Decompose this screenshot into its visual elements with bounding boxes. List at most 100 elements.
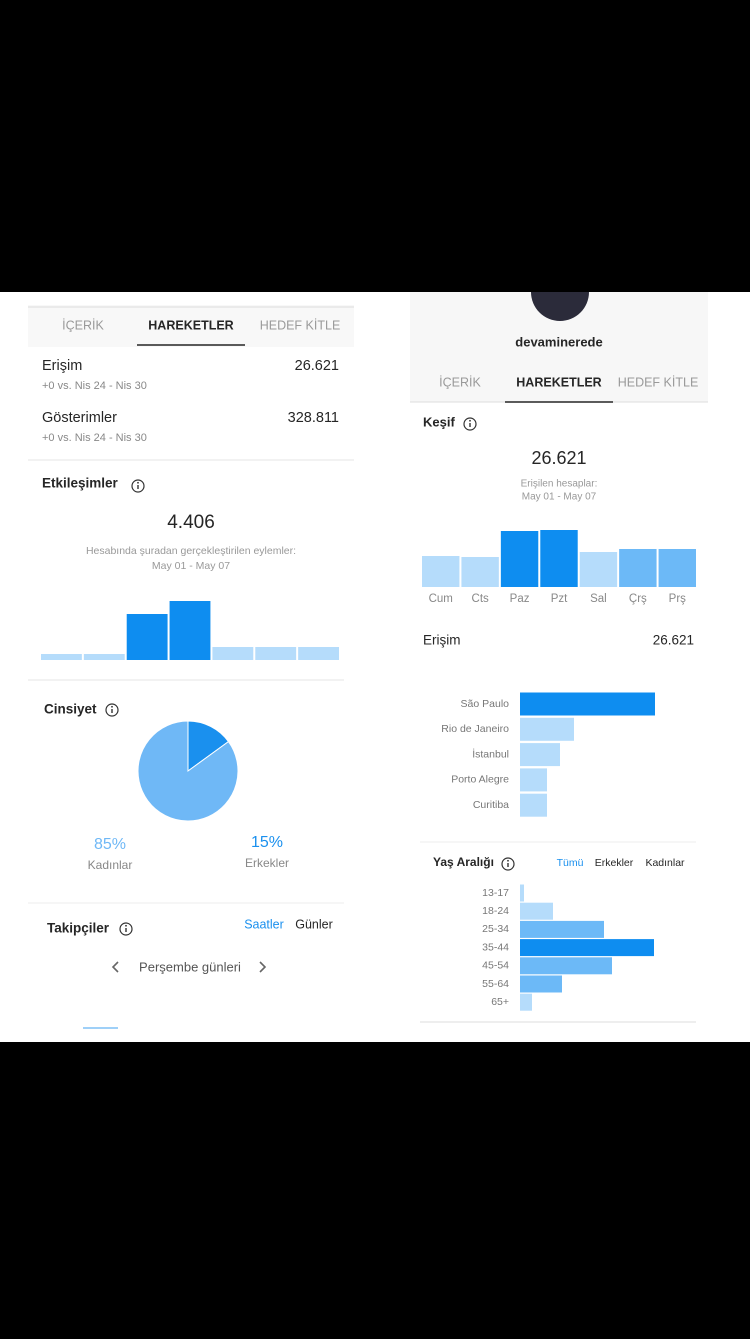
tab[interactable]: HAREKETLER (148, 318, 233, 332)
metric-label: Gösterimler (42, 410, 117, 426)
bar (520, 902, 553, 920)
x-tick-label: Cum (429, 593, 453, 605)
y-tick-label: 55-64 (482, 978, 509, 990)
frame-bottom (0, 1042, 750, 1334)
period: May 01 - May 07 (152, 560, 230, 572)
x-tick-label: Cts (472, 593, 490, 605)
info-icon (105, 703, 119, 717)
y-tick-label: 65+ (491, 996, 509, 1008)
info-icon (137, 481, 139, 484)
bar (520, 743, 560, 767)
x-tick-label: Paz (510, 593, 530, 605)
bar (520, 975, 562, 993)
section-title: Etkileşimler (42, 476, 119, 491)
x-tick-label: Sal (590, 593, 607, 605)
caption: Hesabında şuradan gerçekleştirilen eylem… (86, 545, 296, 557)
metric-value: 328.811 (288, 410, 339, 426)
bar (520, 793, 547, 817)
section-title: Keşif (423, 414, 455, 429)
section-title: Takipçiler (47, 921, 110, 936)
metric-label: Erişim (42, 358, 82, 374)
info-icon (469, 419, 471, 422)
bar (212, 647, 254, 660)
tab[interactable]: İÇERİK (62, 318, 104, 332)
info-icon (463, 417, 477, 431)
y-tick-label: 35-44 (482, 941, 509, 953)
y-tick-label: Rio de Janeiro (441, 723, 509, 735)
x-tick-label: Prş (669, 593, 687, 605)
bar (540, 530, 578, 587)
total: 26.621 (531, 448, 586, 468)
username: devaminerede (515, 334, 602, 349)
metric-comparison: +0 vs. Nis 24 - Nis 30 (42, 432, 147, 444)
bar (520, 717, 574, 741)
period: May 01 - May 07 (522, 492, 597, 503)
y-tick-label: 18-24 (482, 905, 509, 917)
y-tick-label: İstanbul (472, 747, 509, 760)
filter[interactable]: Erkekler (595, 857, 634, 869)
metric-comparison: +0 vs. Nis 24 - Nis 30 (42, 380, 147, 392)
toggle[interactable]: Günler (295, 917, 333, 931)
bar (579, 552, 618, 587)
day-label: Perşembe günleri (139, 959, 241, 974)
section-title: Cinsiyet (44, 702, 97, 717)
filter[interactable]: Kadınlar (645, 857, 685, 869)
bar (255, 647, 297, 660)
bar (500, 531, 539, 587)
bar (422, 556, 460, 587)
tab[interactable]: İÇERİK (439, 375, 481, 389)
info-icon (501, 857, 515, 871)
y-tick-label: 45-54 (482, 960, 509, 972)
frame-top (0, 0, 750, 292)
x-tick-label: Pzt (551, 593, 568, 605)
y-tick-label: Porto Alegre (451, 774, 509, 786)
bar (658, 549, 696, 587)
bar (126, 614, 168, 660)
y-tick-label: São Paulo (461, 698, 510, 710)
bar (520, 692, 655, 716)
y-tick-label: 25-34 (482, 923, 509, 935)
legend-label: Kadınlar (88, 858, 133, 872)
bar (520, 957, 612, 975)
nav-arrows[interactable] (111, 961, 267, 973)
x-tick-label: Çrş (629, 593, 647, 605)
info-icon (131, 479, 145, 493)
bar (619, 549, 657, 587)
bar (169, 601, 211, 660)
total: 4.406 (167, 512, 215, 533)
legend-label: Erkekler (245, 856, 289, 870)
tab[interactable]: HEDEF KİTLE (618, 375, 699, 389)
fade (28, 660, 354, 670)
value-label: 85% (94, 836, 126, 853)
info-icon (125, 924, 127, 927)
tab[interactable]: HEDEF KİTLE (260, 318, 341, 332)
metric-value: 26.621 (653, 633, 694, 648)
filter[interactable]: Tümü (557, 857, 584, 869)
bar (461, 557, 499, 587)
tab-bar (28, 305, 354, 347)
bar (520, 920, 604, 938)
avatar (531, 292, 589, 321)
bar (520, 884, 524, 902)
tab[interactable]: HAREKETLER (516, 375, 601, 389)
info-icon (111, 705, 113, 708)
caption: Erişilen hesaplar: (521, 479, 598, 490)
info-icon (119, 922, 133, 936)
bar (41, 654, 82, 660)
pie-slice (137, 720, 239, 822)
metric-value: 26.621 (295, 358, 339, 374)
toggle[interactable]: Saatler (244, 917, 284, 931)
bar (520, 993, 532, 1011)
y-tick-label: Curitiba (473, 799, 509, 811)
bar (83, 654, 125, 660)
bar (298, 647, 339, 660)
value-label: 15% (251, 834, 283, 851)
info-icon (507, 859, 509, 862)
bar (520, 939, 654, 957)
y-tick-label: 13-17 (482, 887, 509, 899)
bar (520, 768, 547, 792)
metric-label: Erişim (423, 633, 461, 648)
section-title: Yaş Aralığı (433, 855, 494, 869)
